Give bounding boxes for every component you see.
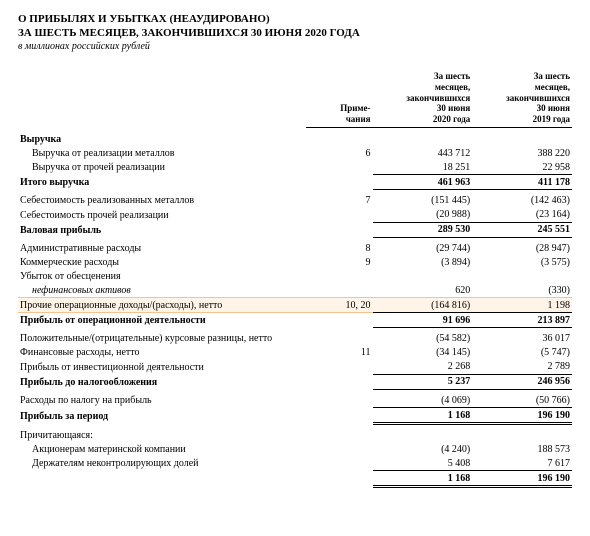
row-impair-1: Убыток от обесценения	[18, 269, 572, 283]
row-nci: Держателям неконтролирующих долей 5 408 …	[18, 456, 572, 471]
col-header-2020: За шестьмесяцев,закончившихся30 июня2020…	[373, 70, 473, 128]
row-selling: Коммерческие расходы 9 (3 894) (3 575)	[18, 255, 572, 269]
col-header-note: Приме-чания	[306, 70, 372, 128]
row-other-operating: Прочие операционные доходы/(расходы), не…	[18, 298, 572, 313]
row-invest: Прибыль от инвестиционной деятельности 2…	[18, 360, 572, 375]
row-rev-other: Выручка от прочей реализации 18 251 22 9…	[18, 160, 572, 175]
income-statement-table: Приме-чания За шестьмесяцев,закончившихс…	[18, 70, 572, 488]
row-operating-profit: Прибыль от операционной деятельности 91 …	[18, 313, 572, 328]
revenue-section: Выручка	[18, 128, 306, 147]
row-rev-metals: Выручка от реализации металлов 6 443 712…	[18, 146, 572, 160]
row-total-attrib: 1 168 196 190	[18, 471, 572, 487]
row-rev-total: Итого выручка 461 963 411 178	[18, 175, 572, 190]
col-header-2019: За шестьмесяцев,закончившихся30 июня2019…	[472, 70, 572, 128]
row-net-profit: Прибыль за период 1 168 196 190	[18, 408, 572, 424]
row-fincost: Финансовые расходы, нетто 11 (34 145) (5…	[18, 346, 572, 360]
row-impair-2: нефинансовых активов 620 (330)	[18, 283, 572, 298]
row-gross-profit: Валовая прибыль 289 530 245 551	[18, 222, 572, 237]
title-line1: О ПРИБЫЛЯХ И УБЫТКАХ (НЕАУДИРОВАНО)	[18, 12, 572, 26]
subtitle: в миллионах российских рублей	[18, 41, 572, 52]
row-attributable: Причитающаяся:	[18, 428, 572, 442]
row-tax: Расходы по налогу на прибыль (4 069) (50…	[18, 393, 572, 408]
row-cogs-metals: Себестоимость реализованных металлов 7 (…	[18, 194, 572, 208]
row-admin: Административные расходы 8 (29 744) (28 …	[18, 241, 572, 255]
row-parent: Акционерам материнской компании (4 240) …	[18, 442, 572, 456]
row-fx: Положительные/(отрицательные) курсовые р…	[18, 332, 572, 346]
row-pretax: Прибыль до налогообложения 5 237 246 956	[18, 374, 572, 389]
title-line2: ЗА ШЕСТЬ МЕСЯЦЕВ, ЗАКОНЧИВШИХСЯ 30 ИЮНЯ …	[18, 26, 572, 40]
row-cogs-other: Себестоимость прочей реализации (20 988)…	[18, 208, 572, 223]
